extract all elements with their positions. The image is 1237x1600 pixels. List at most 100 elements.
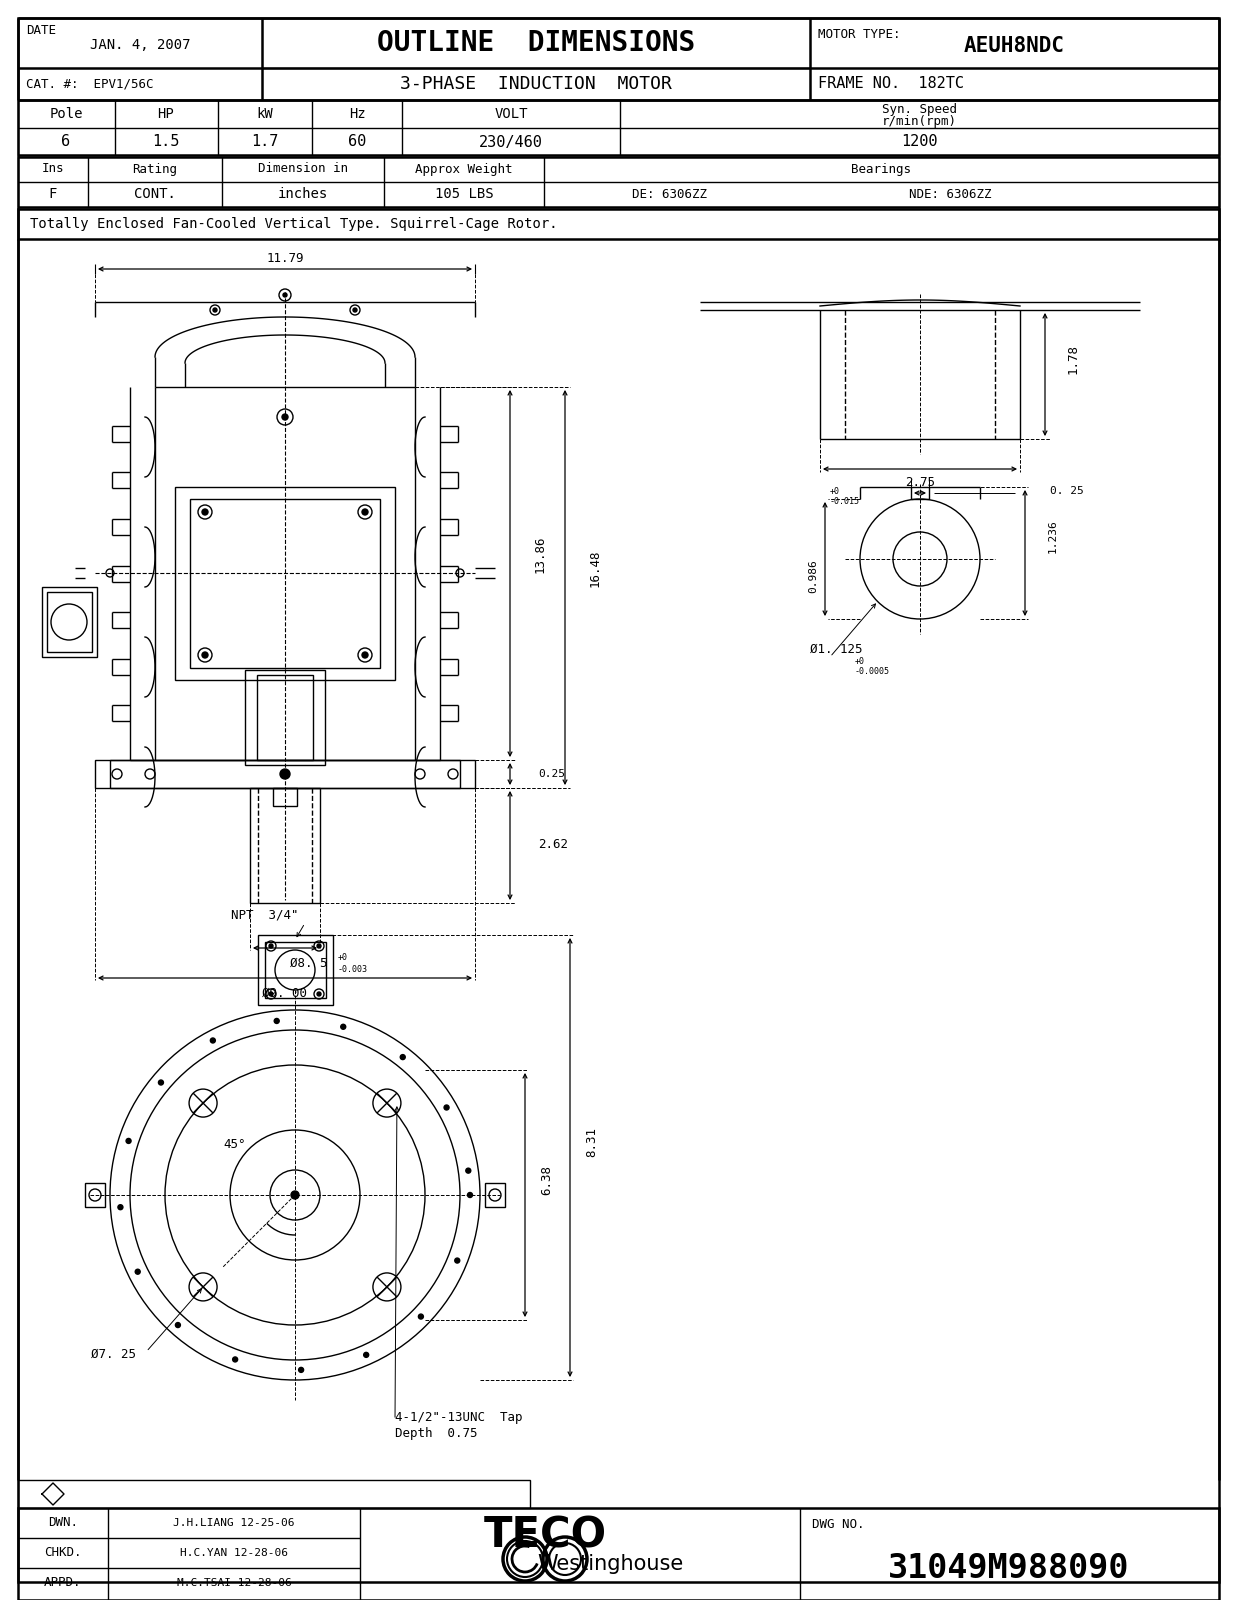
Circle shape [364, 1352, 369, 1357]
Bar [110, 760, 460, 787]
Text: -0.0005: -0.0005 [855, 667, 889, 675]
Text: 1.236: 1.236 [1048, 520, 1058, 554]
Text: Depth  0.75: Depth 0.75 [395, 1427, 477, 1440]
Bar [259, 934, 333, 1005]
Bar [19, 1507, 1218, 1600]
Circle shape [362, 653, 367, 658]
Text: CHKD.: CHKD. [45, 1547, 82, 1560]
Text: r/min(rpm): r/min(rpm) [882, 115, 956, 128]
Text: Pole: Pole [49, 107, 83, 122]
Text: 1200: 1200 [901, 134, 938, 149]
Bar [42, 587, 96, 658]
Circle shape [210, 1038, 215, 1043]
Circle shape [268, 944, 273, 947]
Circle shape [202, 509, 208, 515]
Bar [265, 942, 327, 998]
Text: 3-PHASE  INDUCTION  MOTOR: 3-PHASE INDUCTION MOTOR [400, 75, 672, 93]
Text: OUTLINE  DIMENSIONS: OUTLINE DIMENSIONS [377, 29, 695, 58]
Text: AEUH8NDC: AEUH8NDC [964, 35, 1065, 56]
Circle shape [158, 1080, 163, 1085]
Text: 45°: 45° [224, 1139, 246, 1152]
Text: -0.003: -0.003 [338, 965, 367, 973]
Circle shape [340, 1024, 345, 1029]
Bar [85, 1182, 105, 1206]
Text: +0: +0 [830, 486, 840, 496]
Text: FRAME NO.  182TC: FRAME NO. 182TC [818, 77, 964, 91]
Circle shape [176, 1323, 181, 1328]
Circle shape [362, 509, 367, 515]
Text: Dimension in: Dimension in [259, 163, 348, 176]
Circle shape [126, 1139, 131, 1144]
Circle shape [298, 1368, 303, 1373]
Text: CAT. #:  EPV1/56C: CAT. #: EPV1/56C [26, 77, 153, 91]
Text: Syn. Speed: Syn. Speed [882, 102, 956, 115]
Text: 230/460: 230/460 [479, 134, 543, 149]
Circle shape [466, 1168, 471, 1173]
Bar [47, 592, 92, 653]
Text: NPT  3/4": NPT 3/4" [231, 909, 299, 922]
Circle shape [118, 1205, 122, 1210]
Bar [257, 675, 313, 760]
Text: 2.62: 2.62 [538, 838, 568, 851]
Circle shape [455, 1258, 460, 1262]
Text: Approx Weight: Approx Weight [416, 163, 513, 176]
Circle shape [280, 770, 289, 779]
Text: 16.48: 16.48 [589, 549, 601, 587]
Text: DE: 6306ZZ: DE: 6306ZZ [632, 187, 708, 200]
Circle shape [275, 1019, 280, 1024]
Bar [910, 486, 929, 499]
Circle shape [468, 1192, 473, 1197]
Text: 1.78: 1.78 [1066, 344, 1080, 374]
Bar [190, 499, 380, 669]
Circle shape [135, 1269, 140, 1274]
Text: J.H.LIANG 12-25-06: J.H.LIANG 12-25-06 [173, 1518, 294, 1528]
Circle shape [444, 1106, 449, 1110]
Text: 31049M988090: 31049M988090 [888, 1552, 1129, 1586]
Text: 6.38: 6.38 [541, 1165, 553, 1195]
Text: M.C.TSAI 12-28-06: M.C.TSAI 12-28-06 [177, 1578, 292, 1587]
Circle shape [291, 1190, 299, 1198]
Circle shape [418, 1314, 423, 1318]
Text: TECO: TECO [484, 1515, 606, 1557]
Text: VOLT: VOLT [495, 107, 528, 122]
Circle shape [401, 1054, 406, 1059]
Text: Ø1. 125: Ø1. 125 [810, 643, 862, 656]
Text: 60: 60 [348, 134, 366, 149]
Text: Ins: Ins [42, 163, 64, 176]
Circle shape [233, 1357, 238, 1362]
Circle shape [202, 653, 208, 658]
Text: Hz: Hz [349, 107, 365, 122]
Text: 0.25: 0.25 [538, 770, 565, 779]
Text: 1.5: 1.5 [152, 134, 179, 149]
Text: APPD.: APPD. [45, 1576, 82, 1589]
Text: 2.75: 2.75 [905, 477, 935, 490]
Circle shape [213, 307, 216, 312]
Text: inches: inches [278, 187, 328, 202]
Text: DWN.: DWN. [48, 1517, 78, 1530]
Bar [485, 1182, 505, 1206]
Text: 13.86: 13.86 [533, 536, 547, 573]
Text: Ø9. 00: Ø9. 00 [262, 987, 308, 1000]
Bar [273, 787, 297, 806]
Text: kW: kW [256, 107, 273, 122]
Circle shape [317, 944, 320, 947]
Text: 105 LBS: 105 LBS [434, 187, 494, 202]
Text: 8.31: 8.31 [585, 1126, 599, 1157]
Bar [19, 210, 1218, 238]
Text: 11.79: 11.79 [266, 253, 304, 266]
Text: +0: +0 [338, 954, 348, 963]
Text: DWG NO.: DWG NO. [811, 1517, 865, 1531]
Bar [245, 670, 325, 765]
Text: 6: 6 [62, 134, 71, 149]
Text: Rating: Rating [132, 163, 177, 176]
Text: H.C.YAN 12-28-06: H.C.YAN 12-28-06 [181, 1549, 288, 1558]
Text: DATE: DATE [26, 24, 56, 37]
Circle shape [282, 414, 288, 419]
Text: -0.015: -0.015 [830, 496, 860, 506]
Text: NDE: 6306ZZ: NDE: 6306ZZ [909, 187, 991, 200]
Text: Totally Enclosed Fan-Cooled Vertical Type. Squirrel-Cage Rotor.: Totally Enclosed Fan-Cooled Vertical Typ… [30, 218, 558, 230]
Text: 0.986: 0.986 [808, 558, 818, 592]
Text: Ø7. 25: Ø7. 25 [92, 1347, 136, 1360]
Bar [95, 760, 475, 787]
Text: +0: +0 [855, 656, 865, 666]
